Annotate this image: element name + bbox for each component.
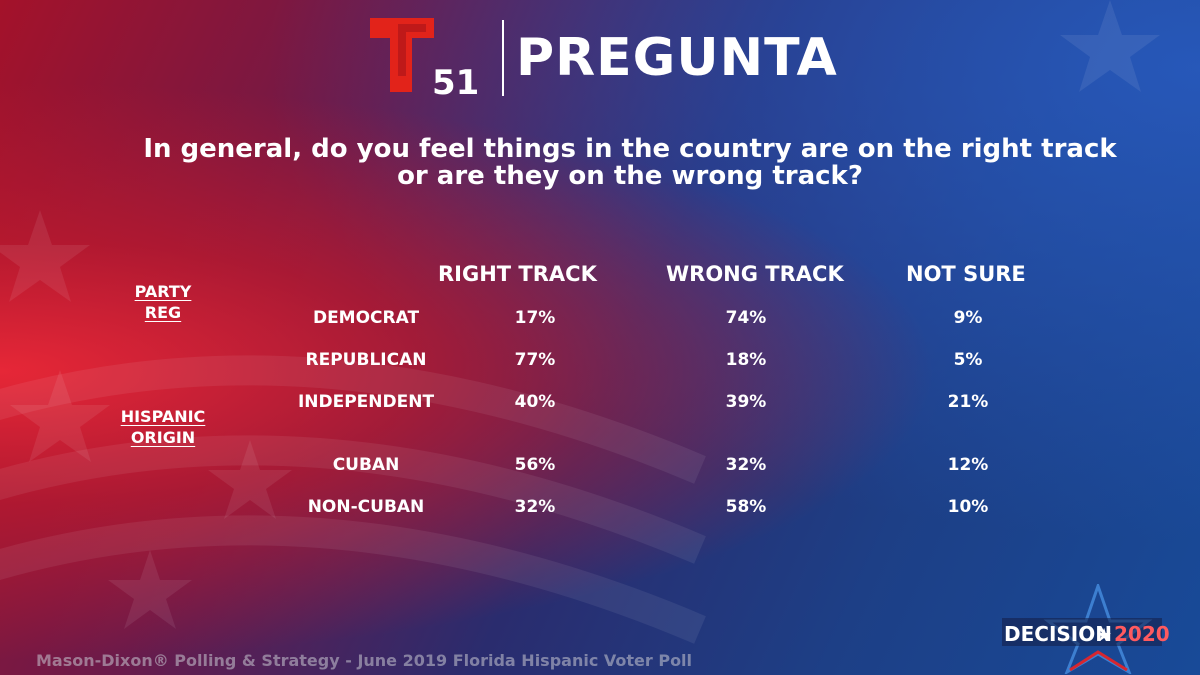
table-cell: 77% [514,350,556,370]
table-cell: 5% [953,350,983,370]
column-header: RIGHT TRACK [438,262,597,286]
star-shape-1 [0,210,90,302]
badge-decision-word: DECISION [1004,622,1112,646]
row-label: REPUBLICAN [305,350,427,370]
table-cell: 74% [725,308,767,328]
table-cell: 58% [725,497,767,517]
star-shape-5 [108,550,192,629]
table-cell: 10% [947,497,989,517]
table-cell: 32% [725,455,767,475]
star-shape-3 [208,440,292,519]
group-label-party-line1: PARTY [134,282,192,301]
column-header: WRONG TRACK [666,262,844,286]
group-label-party-line2: REG [144,303,182,322]
group-label-origin-line2: ORIGIN [130,428,196,447]
question-line-2: or are they on the wrong track? [397,161,863,191]
row-label: CUBAN [332,455,400,475]
table-cell: 56% [514,455,556,475]
star-shape-4 [1060,0,1160,92]
row-label: INDEPENDENT [297,392,435,412]
table-cell: 40% [514,392,556,412]
table-cell: 9% [953,308,983,328]
badge-band [1002,618,1162,646]
table-cell: 18% [725,350,767,370]
column-header: NOT SURE [906,262,1026,286]
page-title: PREGUNTA [516,28,838,88]
badge-year: 2020 [1114,622,1170,646]
table-cell: 21% [947,392,989,412]
star-shape-2 [10,370,110,462]
telemundo-logo-icon: 51 [370,18,479,96]
table-cell: 32% [514,497,556,517]
badge-star-red-stroke [1069,650,1128,672]
table-cell: 12% [947,455,989,475]
question-line-1: In general, do you feel things in the co… [143,134,1117,164]
row-label: NON-CUBAN [307,497,425,517]
table-cell: 17% [514,308,556,328]
channel-number: 51 [432,63,479,96]
logo-divider [502,20,504,96]
row-label: DEMOCRAT [312,308,420,328]
group-label-party-reg: PARTY REG [100,281,226,323]
group-label-hispanic-origin: HISPANIC ORIGIN [90,406,236,448]
decision-2020-badge-icon: DECISION ★ 2020 [1002,584,1170,674]
table-cell: 39% [725,392,767,412]
source-footer: Mason-Dixon® Polling & Strategy - June 2… [36,651,693,670]
badge-star-glyph: ★ [1096,625,1112,646]
question-text: In general, do you feel things in the co… [60,136,1200,190]
group-label-origin-line1: HISPANIC [120,407,206,426]
